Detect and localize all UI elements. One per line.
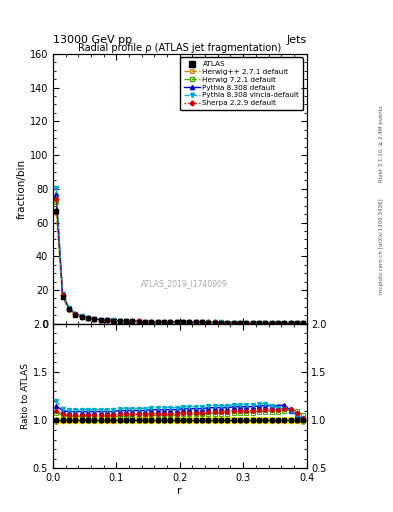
Text: mcplots.cern.ch [arXiv:1306.3436]: mcplots.cern.ch [arXiv:1306.3436] (379, 198, 384, 293)
Text: Jets: Jets (286, 34, 307, 45)
Y-axis label: fraction/bin: fraction/bin (17, 159, 27, 219)
Text: ATLAS_2019_I1740909: ATLAS_2019_I1740909 (141, 279, 228, 288)
Text: Rivet 3.1.10, ≥ 2.4M events: Rivet 3.1.10, ≥ 2.4M events (379, 105, 384, 182)
X-axis label: r: r (178, 486, 182, 496)
Legend: ATLAS, Herwig++ 2.7.1 default, Herwig 7.2.1 default, Pythia 8.308 default, Pythi: ATLAS, Herwig++ 2.7.1 default, Herwig 7.… (180, 57, 303, 110)
Text: 13000 GeV pp: 13000 GeV pp (53, 34, 132, 45)
Title: Radial profile ρ (ATLAS jet fragmentation): Radial profile ρ (ATLAS jet fragmentatio… (78, 43, 281, 53)
Y-axis label: Ratio to ATLAS: Ratio to ATLAS (21, 363, 30, 429)
